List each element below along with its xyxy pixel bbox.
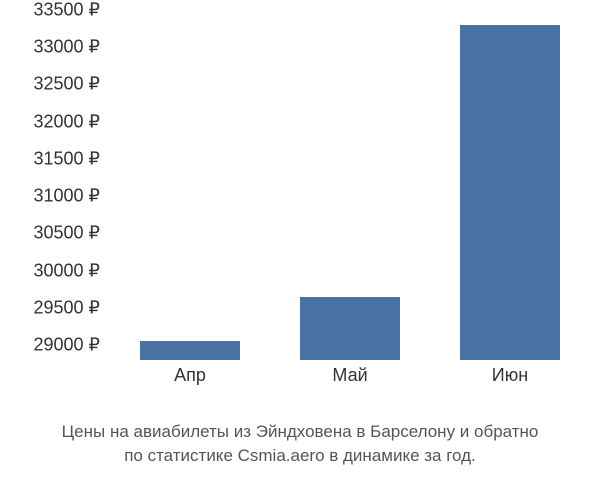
x-tick-label: Июн	[492, 365, 528, 386]
bar	[300, 297, 399, 360]
caption-line-1: Цены на авиабилеты из Эйндховена в Барсе…	[0, 420, 600, 444]
y-tick-label: 32000 ₽	[33, 111, 100, 132]
price-chart: 29000 ₽ 29500 ₽ 30000 ₽ 30500 ₽ 31000 ₽ 31500…	[0, 10, 600, 410]
x-axis: Апр Май Июн	[110, 365, 590, 395]
x-tick-label: Апр	[174, 365, 206, 386]
bar	[460, 25, 559, 360]
bar	[140, 341, 239, 360]
plot-area	[110, 10, 590, 360]
y-tick-label: 33500 ₽	[33, 0, 100, 21]
y-axis: 29000 ₽ 29500 ₽ 30000 ₽ 30500 ₽ 31000 ₽ 31500…	[0, 10, 110, 410]
y-tick-label: 32500 ₽	[33, 74, 100, 95]
chart-caption: Цены на авиабилеты из Эйндховена в Барсе…	[0, 420, 600, 468]
y-tick-label: 33000 ₽	[33, 37, 100, 58]
x-tick-label: Май	[332, 365, 367, 386]
y-tick-label: 30500 ₽	[33, 223, 100, 244]
y-tick-label: 29500 ₽	[33, 297, 100, 318]
y-tick-label: 29000 ₽	[33, 335, 100, 356]
y-tick-label: 30000 ₽	[33, 260, 100, 281]
y-tick-label: 31000 ₽	[33, 186, 100, 207]
y-tick-label: 31500 ₽	[33, 148, 100, 169]
caption-line-2: по статистике Csmia.aero в динамике за г…	[0, 444, 600, 468]
